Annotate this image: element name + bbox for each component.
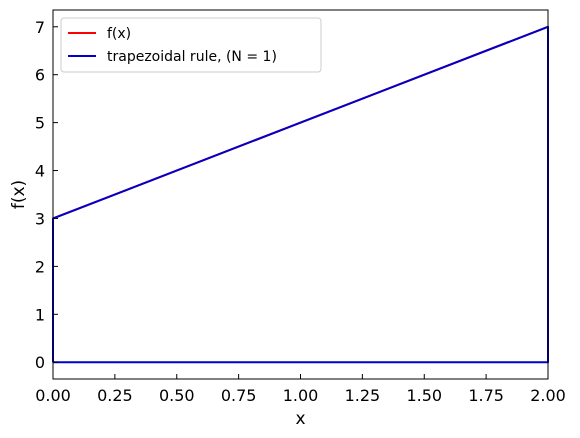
series-trapezoidal-line — [52, 25, 549, 364]
x-axis: 0.00 0.25 0.50 0.75 1.00 1.25 1.50 1.75 2.00 — [35, 374, 566, 405]
y-axis-title: f(x) — [9, 180, 29, 209]
y-tick-label: 5 — [35, 114, 45, 133]
x-tick-label: 1.50 — [406, 386, 442, 405]
x-tick-label: 0.00 — [35, 386, 71, 405]
y-tick-label: 0 — [35, 353, 45, 372]
legend-label-f-x: f(x) — [107, 26, 131, 42]
legend-box — [60, 17, 322, 73]
plot-area — [52, 25, 549, 364]
x-tick-label: 1.00 — [283, 386, 319, 405]
y-tick-label: 1 — [35, 305, 45, 324]
legend: f(x) trapezoidal rule, (N = 1) — [60, 17, 322, 73]
x-axis-title: x — [295, 409, 305, 429]
x-tick-label: 0.25 — [97, 386, 133, 405]
x-tick-label: 1.25 — [345, 386, 381, 405]
y-tick-label: 3 — [35, 209, 45, 228]
x-tick-label: 0.75 — [221, 386, 257, 405]
y-tick-label: 6 — [35, 66, 45, 85]
x-tick-label: 0.50 — [159, 386, 195, 405]
x-tick-label: 2.00 — [530, 386, 566, 405]
legend-label-trapezoidal: trapezoidal rule, (N = 1) — [107, 49, 277, 65]
x-tick-label: 1.75 — [468, 386, 504, 405]
y-tick-label: 2 — [35, 257, 45, 276]
y-axis: 0 1 2 3 4 5 6 7 — [35, 18, 58, 372]
y-tick-label: 4 — [35, 162, 45, 181]
y-tick-label: 7 — [35, 18, 45, 37]
